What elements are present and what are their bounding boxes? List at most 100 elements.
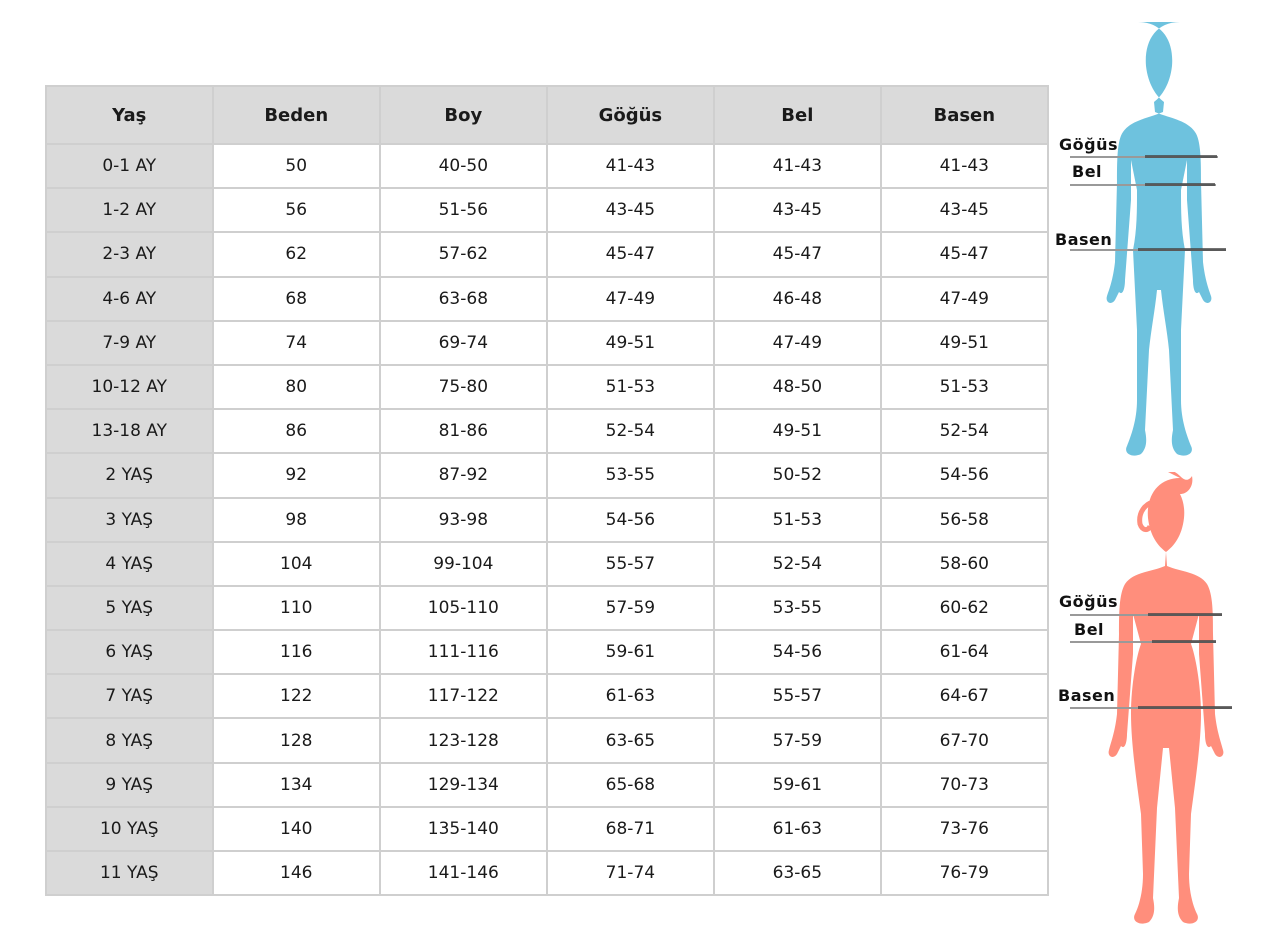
age-cell: 5 YAŞ [45,584,214,632]
table-cell: 45-47 [713,231,882,278]
girl-silhouette [1108,472,1224,924]
table-cell: 68-71 [545,805,716,853]
table-row: 4 YAŞ 104 99-104 55-57 52-54 58-60 [45,540,1050,587]
table-cell: 74 [211,319,381,366]
table-cell: 105-110 [379,584,548,632]
age-cell: 4-6 AY [45,275,214,322]
table-cell: 50-52 [713,452,882,499]
table-cell: 49-51 [879,319,1050,366]
girl-chest-line [1070,614,1222,616]
age-cell: 11 YAŞ [45,849,214,897]
boy-hip-label: Basen [1055,230,1113,249]
table-cell: 63-68 [379,275,548,322]
table-cell: 98 [211,496,381,543]
table-cell: 141-146 [379,849,548,897]
table-cell: 80 [211,363,381,411]
table-cell: 67-70 [879,717,1050,764]
table-cell: 134 [211,761,381,808]
boy-chest-measure [1145,155,1217,158]
table-row: 7-9 AY 74 69-74 49-51 47-49 49-51 [45,319,1050,366]
table-cell: 111-116 [379,629,548,676]
age-cell: 2-3 AY [45,231,214,278]
age-cell: 7 YAŞ [45,673,214,720]
table-cell: 57-59 [713,717,882,764]
table-cell: 47-49 [545,275,716,322]
table-cell: 110 [211,584,381,632]
table-cell: 61-64 [879,629,1050,676]
table-cell: 73-76 [879,805,1050,853]
age-cell: 7-9 AY [45,319,214,366]
table-cell: 60-62 [879,584,1050,632]
table-cell: 62 [211,231,381,278]
table-cell: 86 [211,408,381,455]
table-row: 9 YAŞ 134 129-134 65-68 59-61 70-73 [45,761,1050,808]
table-row: 2 YAŞ 92 87-92 53-55 50-52 54-56 [45,452,1050,499]
table-cell: 122 [211,673,381,720]
girl-waist-line [1070,641,1216,643]
table-cell: 51-53 [713,496,882,543]
boy-waist-line [1070,184,1216,186]
table-row: 4-6 AY 68 63-68 47-49 46-48 47-49 [45,275,1050,322]
table-cell: 41-43 [713,142,882,190]
table-cell: 41-43 [545,142,716,190]
table-cell: 128 [211,717,381,764]
column-header: Beden [211,85,381,145]
table-cell: 49-51 [545,319,716,366]
table-row: 3 YAŞ 98 93-98 54-56 51-53 56-58 [45,496,1050,543]
boy-waist-label: Bel [1072,162,1103,181]
table-cell: 116 [211,629,381,676]
table-cell: 45-47 [879,231,1050,278]
table-cell: 59-61 [545,629,716,676]
table-cell: 41-43 [879,142,1050,190]
girl-chest-label: Göğüs [1059,592,1118,611]
table-cell: 93-98 [379,496,548,543]
age-cell: 1-2 AY [45,187,214,234]
table-cell: 52-54 [545,408,716,455]
age-cell: 3 YAŞ [45,496,214,543]
table-cell: 61-63 [545,673,716,720]
table-row: 13-18 AY 86 81-86 52-54 49-51 52-54 [45,408,1050,455]
table-row: 0-1 AY 50 40-50 41-43 41-43 41-43 [45,142,1050,190]
table-cell: 68 [211,275,381,322]
boy-chest-line [1070,156,1218,158]
girl-hip-label: Basen [1058,686,1116,705]
age-cell: 13-18 AY [45,408,214,455]
column-header: Göğüs [545,85,716,145]
table-cell: 57-59 [545,584,716,632]
table-cell: 61-63 [713,805,882,853]
table-cell: 63-65 [713,849,882,897]
table-cell: 58-60 [879,540,1050,587]
table-cell: 57-62 [379,231,548,278]
table-cell: 54-56 [879,452,1050,499]
table-cell: 75-80 [379,363,548,411]
table-row: 10-12 AY 80 75-80 51-53 48-50 51-53 [45,363,1050,411]
boy-silhouette [1106,22,1212,456]
age-cell: 9 YAŞ [45,761,214,808]
girl-waist-measure [1152,640,1216,643]
table-row: 8 YAŞ 128 123-128 63-65 57-59 67-70 [45,717,1050,764]
table-cell: 135-140 [379,805,548,853]
table-cell: 65-68 [545,761,716,808]
table-cell: 43-45 [545,187,716,234]
boy-hip-measure [1138,248,1226,251]
table-cell: 59-61 [713,761,882,808]
table-cell: 56-58 [879,496,1050,543]
table-row: 5 YAŞ 110 105-110 57-59 53-55 60-62 [45,584,1050,632]
table-cell: 64-67 [879,673,1050,720]
table-cell: 87-92 [379,452,548,499]
table-cell: 40-50 [379,142,548,190]
table-cell: 69-74 [379,319,548,366]
table-cell: 53-55 [545,452,716,499]
table-cell: 54-56 [713,629,882,676]
table-cell: 45-47 [545,231,716,278]
size-chart-table: Yaş Beden Boy Göğüs Bel Basen 0-1 AY 50 40-50 41… [45,85,1050,897]
girl-chest-measure [1148,613,1222,616]
table-cell: 43-45 [713,187,882,234]
table-cell: 51-53 [879,363,1050,411]
girl-hip-measure [1138,706,1232,709]
table-cell: 56 [211,187,381,234]
table-cell: 70-73 [879,761,1050,808]
age-cell: 4 YAŞ [45,540,214,587]
column-header: Bel [713,85,882,145]
table-cell: 117-122 [379,673,548,720]
